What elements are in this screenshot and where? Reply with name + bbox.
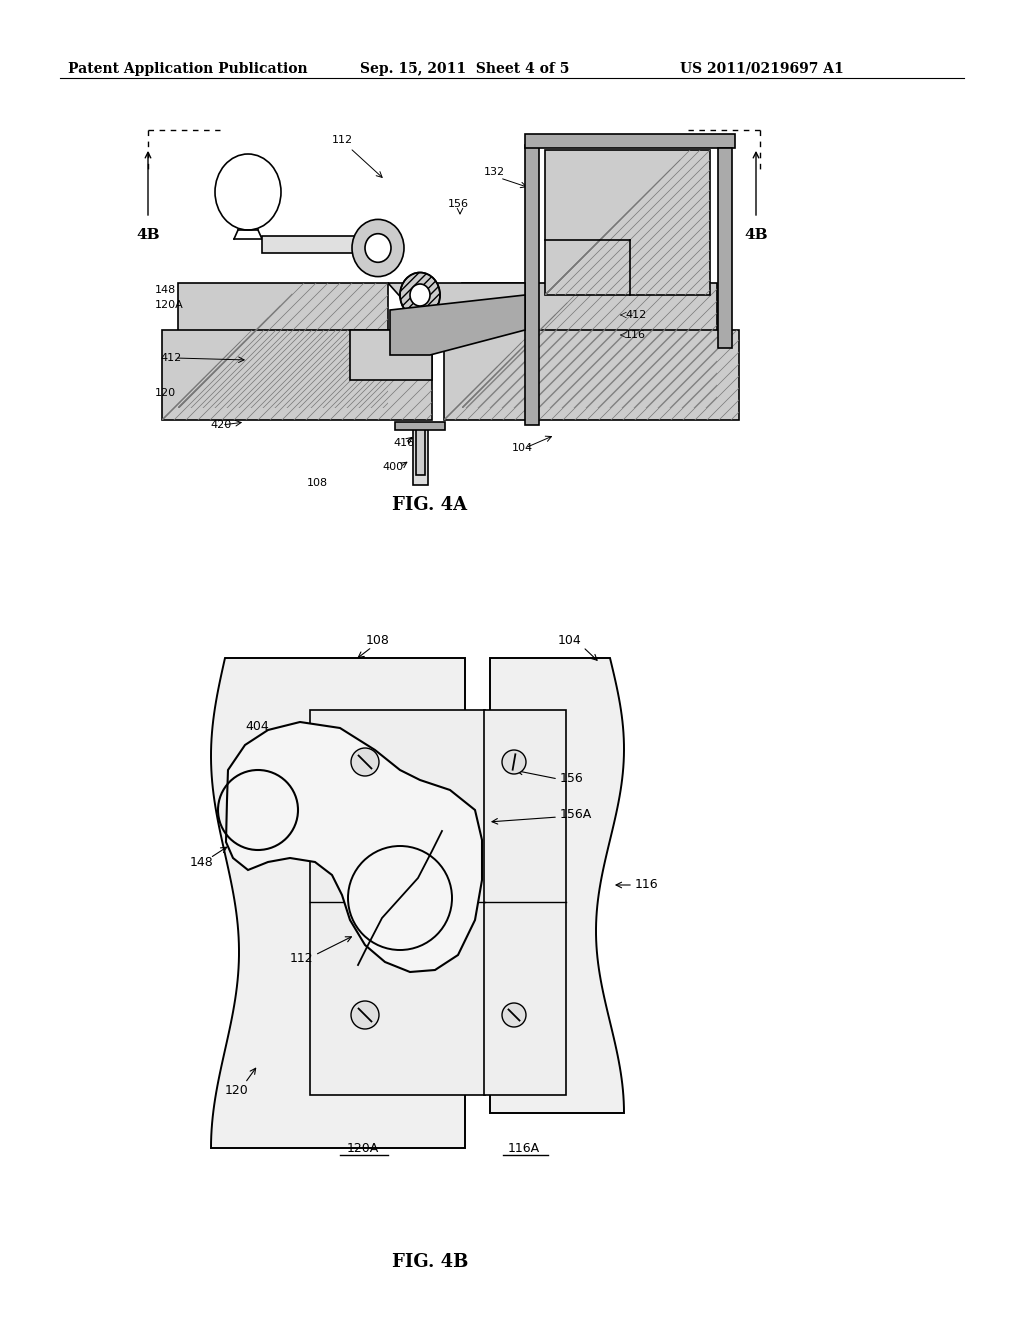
Bar: [162, 330, 432, 420]
Text: US 2011/0219697 A1: US 2011/0219697 A1: [680, 62, 844, 77]
Polygon shape: [211, 657, 465, 1148]
Polygon shape: [350, 330, 432, 380]
Polygon shape: [390, 294, 525, 355]
Text: 156: 156: [560, 771, 584, 784]
Circle shape: [502, 1003, 526, 1027]
Text: 148: 148: [190, 855, 214, 869]
Circle shape: [351, 1001, 379, 1030]
Text: 412: 412: [160, 352, 181, 363]
Circle shape: [351, 748, 379, 776]
Text: 112: 112: [290, 952, 313, 965]
Ellipse shape: [352, 219, 404, 277]
Bar: [525, 135, 735, 148]
Text: 412: 412: [625, 310, 646, 319]
Bar: [262, 235, 385, 252]
Bar: [525, 145, 539, 425]
Bar: [545, 150, 710, 294]
Text: Sep. 15, 2011  Sheet 4 of 5: Sep. 15, 2011 Sheet 4 of 5: [360, 62, 569, 77]
Circle shape: [502, 750, 526, 774]
Text: 408H: 408H: [625, 193, 654, 203]
Text: 132C: 132C: [625, 178, 654, 187]
Text: 416: 416: [393, 438, 414, 447]
Text: 116: 116: [625, 330, 646, 341]
Bar: [310, 710, 485, 1096]
Ellipse shape: [365, 234, 391, 263]
Polygon shape: [226, 722, 482, 972]
Polygon shape: [490, 657, 624, 1113]
Text: 120: 120: [155, 388, 176, 399]
Text: 120: 120: [225, 1084, 249, 1097]
Bar: [416, 425, 425, 475]
Text: 156: 156: [449, 199, 469, 209]
Text: 116A: 116A: [625, 282, 653, 293]
Text: 408V: 408V: [625, 209, 654, 218]
Bar: [484, 710, 566, 1096]
Text: 420: 420: [210, 420, 231, 430]
Text: 108: 108: [307, 478, 328, 488]
Text: 108: 108: [366, 634, 390, 647]
Ellipse shape: [410, 284, 430, 306]
Text: 4B: 4B: [744, 228, 768, 242]
Text: 132A: 132A: [625, 162, 653, 173]
Text: 4B: 4B: [136, 228, 160, 242]
Text: 156A: 156A: [560, 808, 592, 821]
Text: 104: 104: [558, 634, 582, 647]
Ellipse shape: [400, 272, 440, 318]
Text: 112: 112: [332, 135, 352, 145]
Text: 104: 104: [512, 444, 534, 453]
Bar: [413, 425, 428, 484]
Text: Patent Application Publication: Patent Application Publication: [68, 62, 307, 77]
Bar: [178, 282, 388, 408]
Text: 148: 148: [155, 285, 176, 294]
Text: 116: 116: [635, 879, 658, 891]
Bar: [444, 330, 739, 420]
Text: FIG. 4A: FIG. 4A: [392, 496, 468, 513]
Bar: [462, 282, 717, 408]
Text: 120A: 120A: [347, 1142, 379, 1155]
Text: 404: 404: [245, 719, 268, 733]
Polygon shape: [388, 282, 525, 330]
Bar: [395, 422, 445, 430]
Text: FIG. 4B: FIG. 4B: [392, 1253, 468, 1271]
Text: 132: 132: [484, 168, 505, 177]
Text: 408: 408: [625, 253, 646, 263]
Text: 132D: 132D: [625, 268, 654, 279]
Text: 120A: 120A: [155, 300, 183, 310]
Text: 400: 400: [382, 462, 403, 473]
Text: 116A: 116A: [508, 1142, 540, 1155]
Bar: [718, 148, 732, 348]
